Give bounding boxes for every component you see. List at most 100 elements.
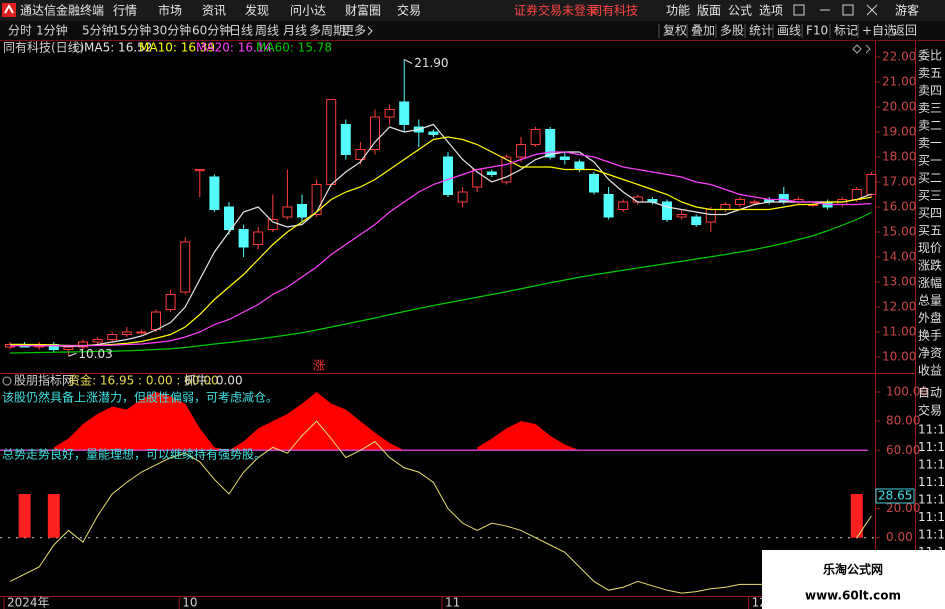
tool-button[interactable]: 标记: [834, 24, 858, 38]
quote-field[interactable]: 外盘: [918, 310, 942, 325]
quote-field[interactable]: 买三: [918, 189, 942, 203]
login-notice: 证券交易未登录: [514, 3, 598, 18]
menu-item[interactable]: 发现: [245, 3, 269, 18]
trade-time: 11:12: [918, 423, 945, 437]
tool-button[interactable]: 叠加: [691, 24, 715, 38]
menu-item[interactable]: 交易: [397, 3, 421, 18]
y-tick-label: 60.00: [886, 443, 920, 457]
annotation: 21.90: [414, 56, 448, 70]
menu-item[interactable]: 资讯: [202, 4, 226, 18]
candle-body: [355, 149, 366, 160]
quote-field[interactable]: 卖一: [918, 136, 942, 150]
tool-button[interactable]: F10: [806, 24, 828, 38]
quote-field[interactable]: 收益: [918, 364, 942, 378]
maximize[interactable]: [842, 4, 854, 16]
trade-time: 11:12: [918, 510, 945, 524]
menu-item[interactable]: 行情: [113, 4, 137, 18]
quote-field[interactable]: 买四: [918, 206, 942, 220]
quote-field[interactable]: 现价: [918, 241, 942, 255]
y-tick-label: 11.00: [882, 325, 916, 339]
ma-line: [10, 123, 872, 348]
menu-icon[interactable]: [2, 376, 12, 386]
date-label: 2024年: [7, 596, 50, 609]
period-tab[interactable]: 5分钟: [82, 23, 114, 38]
period-tab[interactable]: 30分钟: [152, 23, 191, 38]
menu-item[interactable]: 问小达: [290, 4, 326, 18]
period-tab[interactable]: 1分钟: [36, 23, 68, 38]
quote-field[interactable]: 委比: [918, 49, 942, 63]
watermark-url: www.60lt.com: [805, 589, 901, 603]
indicator-value: 资金: 16.95 : 0.00 : 60.00: [68, 373, 219, 388]
candle-body: [501, 156, 512, 183]
candle-body: [530, 129, 541, 145]
candle-body: [428, 131, 439, 135]
menu-item[interactable]: 版面: [697, 4, 721, 18]
candle-body: [676, 214, 687, 218]
quote-field[interactable]: 总量: [918, 294, 942, 308]
candle-body: [589, 174, 599, 193]
period-tab[interactable]: 月线: [283, 24, 307, 38]
quote-field[interactable]: 买一: [918, 154, 942, 168]
quote-field[interactable]: 买二: [918, 171, 942, 185]
tool-button[interactable]: 复权: [663, 24, 687, 38]
signal-bar: [47, 494, 60, 538]
period-tab[interactable]: 60分钟: [192, 23, 231, 38]
window-controls: [793, 4, 878, 16]
period-tab[interactable]: 15分钟: [112, 23, 151, 38]
period-tab[interactable]: 多周期: [309, 24, 345, 38]
analysis-message: 总势走势良好，量能理想，可以继续持有强势股。: [2, 447, 266, 462]
quote-field[interactable]: 卖三: [918, 101, 942, 115]
quote-field[interactable]: 涨幅: [918, 275, 942, 290]
tool-button[interactable]: 画线: [777, 24, 801, 38]
candle-body: [136, 331, 147, 334]
period-tab[interactable]: 周线: [255, 24, 279, 38]
tool-button[interactable]: 统计: [749, 24, 773, 38]
y-tick-label: 18.00: [882, 150, 916, 164]
quote-field[interactable]: 卖二: [918, 119, 942, 133]
quote-field[interactable]: 买五: [918, 224, 942, 238]
candle-body: [866, 174, 877, 195]
panel-icons[interactable]: [852, 44, 871, 54]
quote-field[interactable]: 换手: [918, 329, 942, 343]
tool-button[interactable]: 返回: [893, 24, 917, 38]
tool-button[interactable]: 多股: [720, 24, 744, 38]
quote-field[interactable]: 净资: [918, 346, 942, 360]
ma-line: [10, 136, 872, 347]
menu-item[interactable]: 财富圈: [345, 3, 381, 18]
chart-title: 同有科技(日线): [3, 41, 84, 55]
trade-time: 11:12: [918, 458, 945, 472]
tool-button[interactable]: +自选: [862, 24, 896, 38]
menu-icon[interactable]: [73, 43, 83, 53]
close[interactable]: [866, 4, 878, 16]
candle-body: [194, 169, 205, 172]
period-tab[interactable]: 更多: [342, 24, 366, 38]
indicator-line: [9, 420, 770, 594]
control-icon[interactable]: [793, 4, 805, 16]
candle-body: [92, 339, 103, 343]
candle-body: [603, 194, 614, 218]
limit-up-marker: 涨: [313, 358, 325, 373]
watermark-box: [762, 550, 945, 609]
menu-item[interactable]: 公式: [728, 4, 752, 18]
quote-field[interactable]: 卖五: [918, 66, 942, 80]
legend-entry: MA10: 16.39: [139, 41, 215, 55]
quote-field[interactable]: 涨跌: [918, 258, 942, 273]
period-tab[interactable]: 分时: [8, 24, 32, 38]
menu-item[interactable]: 市场: [158, 3, 182, 18]
app-name: 通达信金融终端: [20, 3, 104, 18]
menu-item[interactable]: 功能: [666, 4, 690, 18]
y-tick-label: 0.00: [886, 530, 913, 544]
y-tick-label: 100.00: [886, 385, 928, 399]
app-logo: [2, 3, 16, 17]
auto-trade[interactable]: 交易: [918, 403, 942, 418]
candle-body: [399, 101, 410, 125]
candle-body: [326, 99, 337, 185]
y-tick-label: 20.00: [886, 501, 920, 515]
ma-line: [9, 211, 872, 354]
quote-field[interactable]: 卖四: [918, 84, 942, 98]
auto-trade[interactable]: 自动: [918, 386, 942, 400]
candle-body: [778, 194, 789, 203]
menu-item[interactable]: 选项: [759, 4, 783, 18]
period-tab[interactable]: 日线: [229, 24, 253, 38]
